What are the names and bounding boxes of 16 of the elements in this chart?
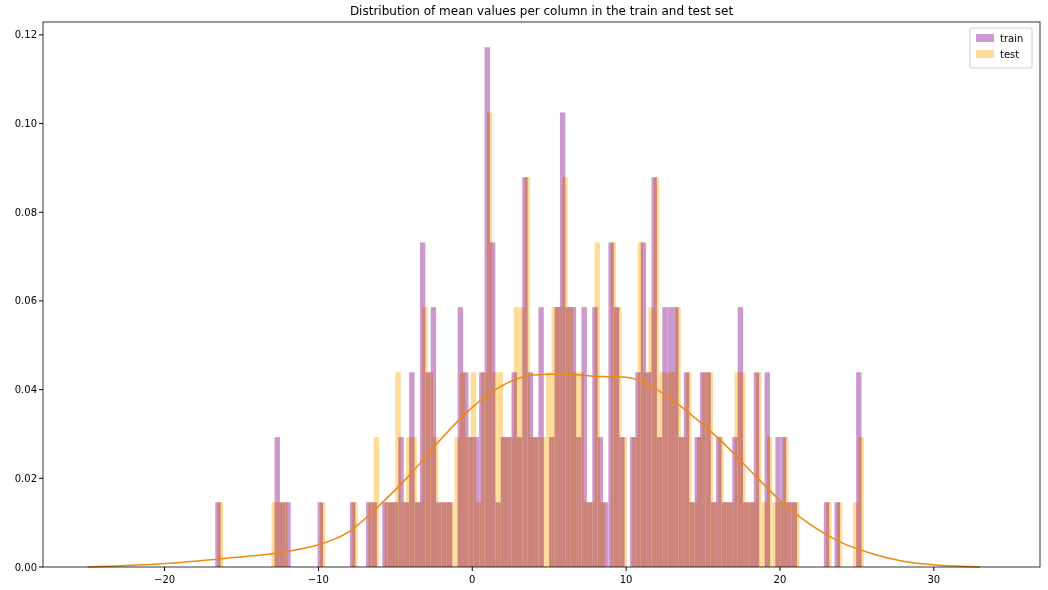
chart-title: Distribution of mean values per column in the train and test set — [349, 4, 734, 18]
y-tick-label: 0.10 — [14, 118, 37, 130]
y-tick-label: 0.12 — [14, 29, 37, 41]
y-tick-label: 0.08 — [14, 206, 37, 218]
x-tick-label: 20 — [773, 574, 787, 585]
x-tick-label: −20 — [153, 574, 176, 585]
x-tick-label: 30 — [927, 574, 941, 585]
x-tick-label: 0 — [469, 574, 476, 585]
y-tick-label: 0.06 — [14, 295, 37, 307]
x-tick-label: 10 — [619, 574, 633, 585]
y-tick-label: 0.02 — [14, 472, 37, 484]
y-tick-label: 0.04 — [14, 384, 37, 396]
y-tick-label: 0.00 — [14, 561, 37, 573]
legend-label: train — [1000, 33, 1024, 44]
x-tick-label: −10 — [307, 574, 329, 585]
legend-label: test — [1000, 49, 1020, 60]
